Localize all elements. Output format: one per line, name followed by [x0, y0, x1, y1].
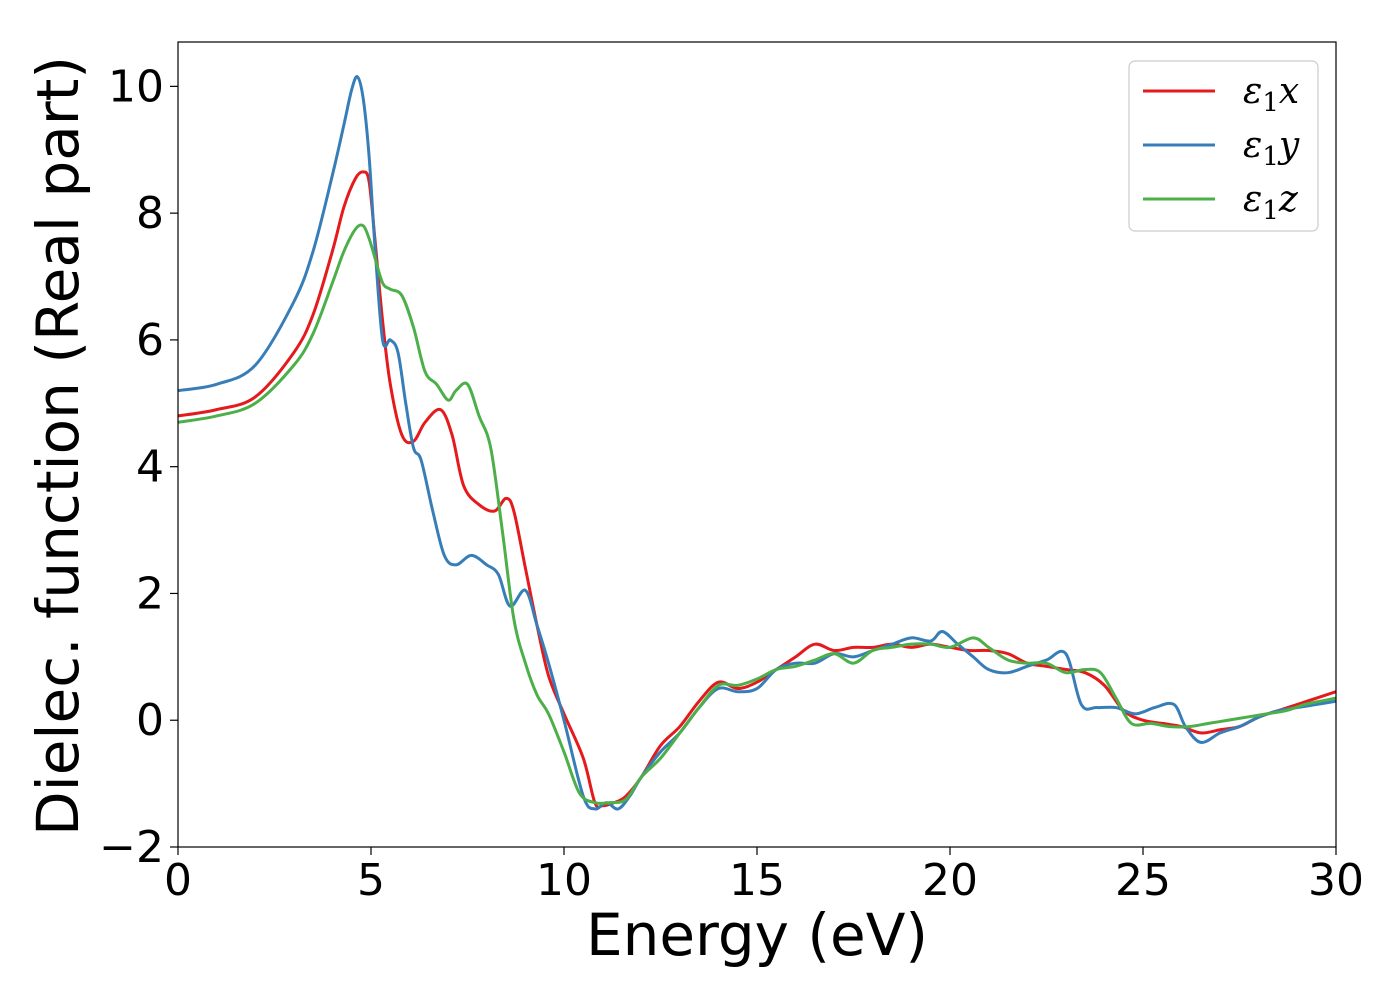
x-tick-label: 25 [1115, 855, 1171, 906]
x-tick-label: 10 [536, 855, 592, 906]
y-tick-label: 2 [136, 568, 164, 619]
y-tick-label: 8 [136, 188, 164, 239]
y-axis-label: Dielec. function (Real part) [24, 56, 92, 836]
legend: ε1x ε1y ε1z [1128, 60, 1319, 232]
y-tick-label: 0 [136, 695, 164, 746]
legend-box [1128, 60, 1319, 232]
y-tick-label: −2 [99, 822, 164, 873]
y-tick-label: 10 [108, 61, 164, 112]
x-tick-label: 0 [164, 855, 192, 906]
series-lines [178, 75, 1336, 811]
y-tick-label: 4 [136, 442, 164, 493]
plot-area [178, 75, 1336, 811]
x-tick-label: 30 [1308, 855, 1364, 906]
x-tick-label: 20 [922, 855, 978, 906]
legend-label-epsilon1-z: ε1z [1243, 179, 1299, 226]
x-axis-label: Energy (eV) [586, 901, 928, 969]
series-line-epsilon1-z [178, 223, 1336, 805]
y-tick-label: 6 [136, 315, 164, 366]
x-tick-label: 15 [729, 855, 785, 906]
x-tick-label: 5 [357, 855, 385, 906]
legend-label-epsilon1-y: ε1y [1243, 125, 1300, 172]
legend-label-epsilon1-x: ε1x [1243, 71, 1299, 118]
